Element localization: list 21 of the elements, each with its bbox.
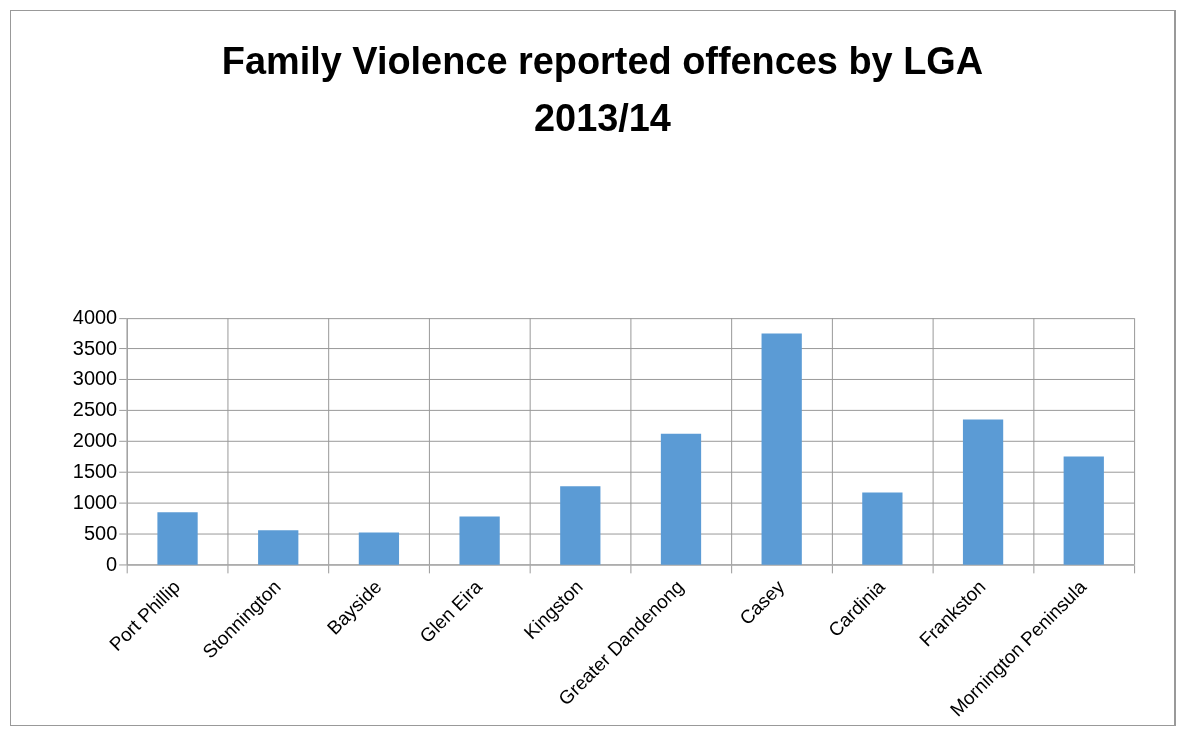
bar (157, 512, 198, 565)
y-tick-label: 3000 (72, 367, 118, 390)
bar (358, 532, 400, 565)
bar (459, 516, 500, 565)
y-tick-label: 1500 (72, 460, 118, 483)
bar (258, 530, 299, 565)
y-tick-label: 2500 (72, 398, 118, 421)
chart-title: Family Violence reported offences by LGA 2013/14 (221, 39, 984, 139)
y-tick-label: 500 (83, 521, 118, 544)
bar (761, 333, 802, 565)
x-tick-label: Glen Eira (415, 575, 487, 647)
y-tick-label: 2000 (72, 429, 118, 452)
bar (1063, 456, 1104, 565)
bar (660, 433, 702, 565)
bar (862, 492, 903, 565)
y-tick-label: 0 (106, 552, 118, 575)
y-tick-label: 4000 (72, 305, 118, 328)
bar (560, 486, 601, 565)
bar (962, 419, 1004, 565)
y-tick-label: 1000 (72, 491, 118, 514)
y-tick-label: 3500 (72, 336, 118, 359)
